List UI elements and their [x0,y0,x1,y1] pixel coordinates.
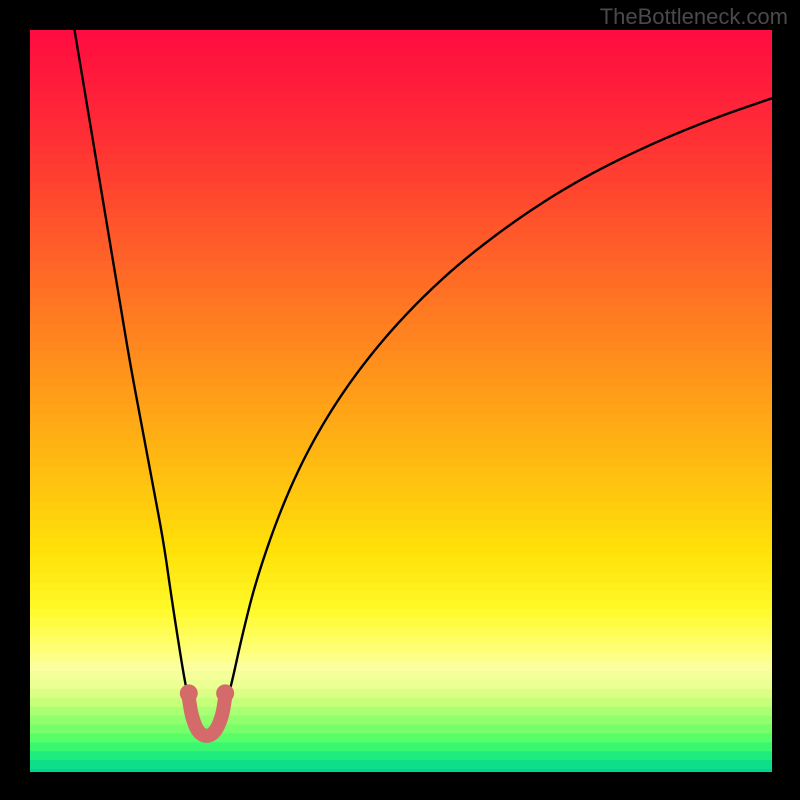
right-curve [225,98,772,706]
left-curve [75,30,191,707]
u-marker-endpoints [180,684,234,702]
plot-area [30,30,772,772]
curve-layer [30,30,772,772]
u-marker [189,698,225,736]
watermark-text: TheBottleneck.com [600,4,788,30]
